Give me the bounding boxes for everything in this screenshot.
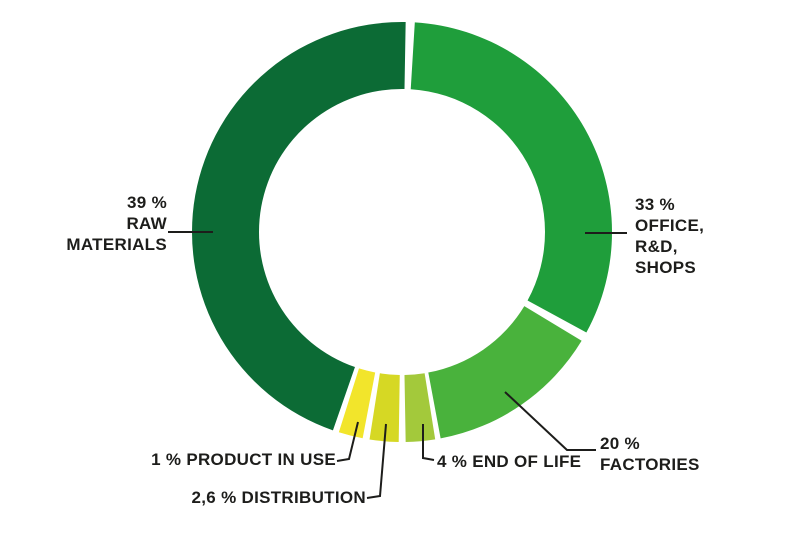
label-office-line2: OFFICE, — [635, 216, 705, 235]
leader-line-end-of-life — [422, 424, 435, 461]
label-office-value: 33 % — [635, 195, 675, 214]
leader-line-factories — [504, 391, 596, 451]
label-end-of-life: 4 % END OF LIFE — [437, 451, 581, 472]
segment-office — [410, 22, 613, 333]
label-factories-value: 20 % — [600, 434, 640, 453]
label-office-line3: R&D, — [635, 237, 678, 256]
segment-end-of-life — [404, 373, 436, 442]
label-raw-materials-line2: RAW — [126, 214, 167, 233]
label-raw-materials-line3: MATERIALS — [66, 235, 167, 254]
leader-line-product-in-use — [336, 421, 359, 462]
segment-product-in-use — [338, 368, 376, 439]
leader-line-distribution — [366, 423, 387, 499]
label-raw-materials-value: 39 % — [127, 193, 167, 212]
label-product-in-use-text: 1 % PRODUCT IN USE — [151, 450, 336, 469]
segment-distribution — [369, 373, 400, 442]
segment-factories — [428, 306, 582, 439]
label-distribution-text: 2,6 % DISTRIBUTION — [191, 488, 366, 507]
label-end-of-life-text: 4 % END OF LIFE — [437, 452, 582, 471]
label-raw-materials: 39 % RAW MATERIALS — [66, 192, 167, 255]
label-factories: 20 % FACTORIES — [600, 433, 700, 475]
label-distribution: 2,6 % DISTRIBUTION — [192, 487, 366, 508]
segment-raw-materials — [191, 21, 406, 431]
label-factories-line2: FACTORIES — [600, 455, 700, 474]
label-office-rd-shops: 33 % OFFICE, R&D, SHOPS — [635, 194, 704, 278]
label-product-in-use: 1 % PRODUCT IN USE — [151, 449, 336, 470]
label-office-line4: SHOPS — [635, 258, 697, 277]
